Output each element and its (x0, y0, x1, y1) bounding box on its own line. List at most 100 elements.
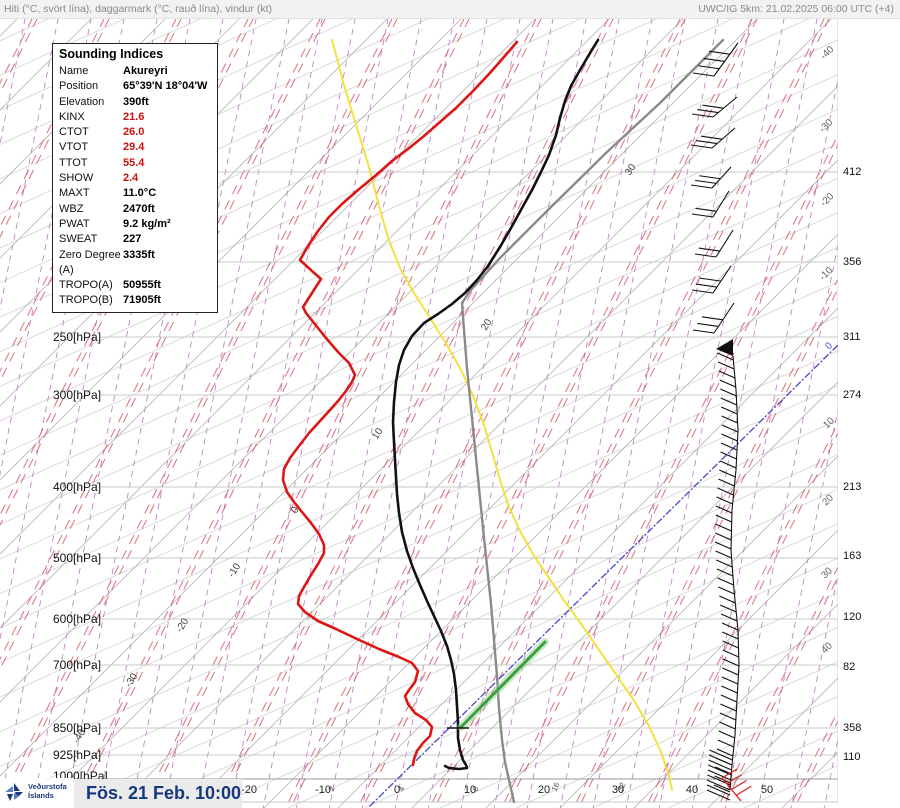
indices-row: SWEAT 227 (53, 232, 217, 247)
temp-tick-label: 0 (393, 784, 401, 796)
pressure-label: 850[hPa] (53, 721, 102, 735)
indices-row: Position 65°39'N 18°04'W (53, 79, 217, 94)
adiabat-label: 30 (623, 162, 638, 178)
height-label: 412 (843, 166, 862, 178)
index-label: VTOT (59, 141, 89, 154)
pressure-label: 600[hPa] (53, 612, 102, 626)
indices-row: VTOT 29.4 (53, 140, 217, 155)
indices-row: TROPO(B) 71905ft (53, 293, 217, 308)
adiabat-label: -30 (123, 671, 140, 689)
mixing-ratio-label: 32 (616, 780, 628, 792)
index-label: MAXT (59, 187, 90, 200)
index-value: 2.4 (123, 172, 139, 185)
index-label: WBZ (59, 202, 84, 215)
vedurstofa-logo: Veðurstofa Íslands (0, 778, 74, 808)
grid-isotherms (0, 18, 838, 808)
logo-pinwheel-icon (5, 783, 23, 801)
legend-text: Hiti (°C, svört lína), daggarmark (°C, r… (4, 3, 273, 15)
index-label: TROPO(A) (59, 279, 113, 292)
index-label: TTOT (59, 156, 88, 169)
index-label: SWEAT (59, 233, 98, 246)
indices-title: Sounding Indices (59, 47, 164, 61)
index-value: 2470ft (123, 202, 155, 215)
index-value: 50955ft (123, 279, 161, 292)
sounding-indices-panel: Sounding Indices Name Akureyri Position 65°… (52, 43, 218, 313)
indices-row: PWAT 9.2 kg/m² (53, 217, 217, 232)
temp-tick-label: 10 (463, 784, 477, 796)
indices-row: KINX 21.6 (53, 110, 217, 125)
pressure-label: 250[hPa] (53, 330, 102, 344)
indices-row: Zero Degree (A) 3335ft (53, 248, 217, 279)
indices-row: TTOT 55.4 (53, 156, 217, 171)
grid-moist-adiabats-silver (0, 18, 838, 808)
parcel-path-curve (460, 38, 725, 804)
indices-row: MAXT 11.0°C (53, 186, 217, 201)
dewpoint-curve (281, 40, 519, 767)
height-label: 110 (843, 751, 861, 763)
index-value: 390ft (123, 95, 149, 108)
index-label: Zero Degree (A) (59, 248, 121, 276)
model-run-text: UWC/IG 5km: 21.02.2025 06:00 UTC (+4) (698, 3, 894, 15)
height-label: 356 (843, 256, 862, 268)
height-label: 274 (843, 389, 862, 401)
indices-row: CTOT 26.0 (53, 125, 217, 140)
index-value: 3335ft (123, 248, 155, 261)
height-label: 358 (843, 722, 862, 734)
temp-tick-label: -20 (241, 784, 257, 796)
mixing-ratio-label: 8 (471, 785, 481, 793)
red-wind-barb (721, 768, 752, 802)
aux-moist-yellow-curve (331, 39, 673, 791)
mixing-ratio-label: 16 (550, 780, 562, 792)
index-value: 11.0°C (123, 187, 157, 200)
isotherm-label: -30 (817, 117, 835, 135)
temp-tick-label: 50 (760, 784, 774, 796)
indices-row: WBZ 2470ft (53, 202, 217, 217)
index-value: 71905ft (123, 294, 161, 307)
temp-tick-label: 40 (685, 784, 699, 796)
freezing-isotherm-0c-curve (369, 344, 838, 807)
valid-time-text: Fös. 21 Feb. 10:00 (86, 783, 242, 803)
adiabat-label: -10 (226, 561, 243, 579)
valid-time-badge: Fös. 21 Feb. 10:00 (74, 779, 242, 808)
height-label: 311 (843, 331, 861, 343)
index-value: 26.0 (123, 126, 145, 139)
pressure-label: 400[hPa] (53, 480, 102, 494)
height-label: 120 (843, 611, 862, 623)
temp-tick-label: 20 (537, 784, 551, 796)
index-label: CTOT (59, 126, 89, 139)
index-label: PWAT (59, 217, 90, 230)
isotherm-label: 20 (820, 492, 836, 508)
isotherm-label: -20 (818, 191, 836, 209)
wind-barbs (690, 42, 740, 801)
pressure-label: 700[hPa] (53, 658, 102, 672)
index-value: 65°39'N 18°04'W (123, 80, 208, 93)
pressure-label: 925[hPa] (53, 748, 102, 762)
index-label: SHOW (59, 172, 94, 185)
adiabat-label: 20 (479, 317, 494, 333)
isotherm-label: 40 (819, 640, 835, 656)
mixing-ratio-label: 4 (397, 785, 407, 793)
logo-text: Veðurstofa Íslands (28, 782, 67, 800)
temperature-curve (391, 38, 600, 771)
layer-highlight-green-curve (459, 640, 547, 729)
adiabat-label: 0 (289, 505, 302, 516)
index-value: Akureyri (123, 65, 168, 77)
isotherm-label: -40 (818, 44, 836, 62)
index-label: Position (59, 80, 99, 93)
index-value: 9.2 kg/m² (123, 217, 171, 230)
index-value: 21.6 (123, 110, 145, 123)
height-label: 163 (843, 550, 862, 562)
indices-row: Name Akureyri (53, 64, 217, 79)
temp-tick-label: 30 (611, 784, 625, 796)
isotherm-label: 30 (819, 565, 835, 581)
indices-row: TROPO(A) 50955ft (53, 278, 217, 293)
mixing-ratio-label: 2 (327, 785, 337, 793)
grid-dry-adiabats (0, 18, 838, 808)
index-label: KINX (59, 110, 85, 123)
indices-row: Elevation 390ft (53, 95, 217, 110)
index-label: Elevation (59, 95, 105, 108)
pressure-label: 300[hPa] (53, 388, 102, 402)
index-label: Name (59, 65, 89, 77)
index-value: 227 (123, 233, 142, 246)
